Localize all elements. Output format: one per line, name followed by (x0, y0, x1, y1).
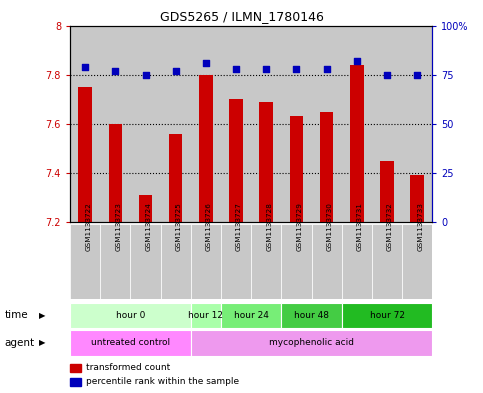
Bar (372, 26, 402, 222)
Point (262, 66, 270, 72)
Bar (191, 26, 221, 222)
Bar (350, 65, 364, 222)
Bar (229, 99, 243, 222)
Text: hour 72: hour 72 (369, 311, 404, 320)
Text: GSM1133726: GSM1133726 (206, 202, 212, 251)
Bar (139, 195, 152, 222)
Point (293, 66, 300, 72)
Bar (281, 224, 312, 299)
Text: GSM1133733: GSM1133733 (417, 202, 423, 251)
Text: hour 24: hour 24 (234, 311, 269, 320)
Point (353, 58, 361, 64)
Text: mycophenolic acid: mycophenolic acid (269, 338, 354, 347)
Bar (342, 303, 432, 328)
Bar (70, 330, 191, 356)
Bar (109, 124, 122, 222)
Text: GSM1133729: GSM1133729 (297, 202, 302, 251)
Point (323, 66, 330, 72)
Point (413, 72, 421, 78)
Bar (169, 134, 183, 222)
Point (172, 68, 180, 74)
Text: hour 48: hour 48 (294, 311, 329, 320)
Bar (342, 26, 372, 222)
Bar (281, 303, 342, 328)
Point (383, 72, 391, 78)
Bar (70, 26, 100, 222)
Text: transformed count: transformed count (86, 364, 170, 372)
Bar (130, 224, 160, 299)
Text: GSM1133724: GSM1133724 (145, 202, 152, 251)
Bar (191, 303, 221, 328)
Bar (402, 224, 432, 299)
Text: ▶: ▶ (39, 311, 46, 320)
Bar (100, 26, 130, 222)
Text: hour 12: hour 12 (188, 311, 223, 320)
Bar (199, 75, 213, 222)
Bar (402, 26, 432, 222)
Bar (160, 224, 191, 299)
Bar (160, 26, 191, 222)
Bar (70, 224, 100, 299)
Text: hour 0: hour 0 (116, 311, 145, 320)
Bar (191, 330, 432, 356)
Bar (320, 112, 333, 222)
Text: ▶: ▶ (39, 338, 46, 347)
Text: GSM1133730: GSM1133730 (327, 202, 333, 251)
Text: time: time (5, 310, 28, 320)
Bar (100, 224, 130, 299)
Text: GDS5265 / ILMN_1780146: GDS5265 / ILMN_1780146 (159, 10, 324, 23)
Bar (342, 224, 372, 299)
Bar (281, 26, 312, 222)
Bar (251, 26, 281, 222)
Bar (290, 116, 303, 222)
Bar (70, 364, 81, 372)
Point (202, 60, 210, 66)
Text: GSM1133725: GSM1133725 (176, 202, 182, 251)
Bar (251, 224, 281, 299)
Bar (221, 26, 251, 222)
Text: GSM1133728: GSM1133728 (266, 202, 272, 251)
Text: GSM1133727: GSM1133727 (236, 202, 242, 251)
Bar (130, 26, 160, 222)
Point (112, 68, 119, 74)
Bar (70, 378, 81, 386)
Point (232, 66, 240, 72)
Bar (70, 303, 191, 328)
Text: GSM1133722: GSM1133722 (85, 202, 91, 251)
Bar (259, 102, 273, 222)
Text: GSM1133731: GSM1133731 (357, 202, 363, 251)
Bar (372, 224, 402, 299)
Text: agent: agent (5, 338, 35, 348)
Bar (312, 224, 342, 299)
Text: percentile rank within the sample: percentile rank within the sample (86, 378, 240, 386)
Bar (312, 26, 342, 222)
Text: GSM1133723: GSM1133723 (115, 202, 121, 251)
Bar (411, 175, 424, 222)
Bar (380, 161, 394, 222)
Point (81, 64, 89, 70)
Bar (191, 224, 221, 299)
Bar (221, 224, 251, 299)
Bar (78, 87, 92, 222)
Text: GSM1133732: GSM1133732 (387, 202, 393, 251)
Text: untreated control: untreated control (91, 338, 170, 347)
Point (142, 72, 149, 78)
Bar (221, 303, 281, 328)
